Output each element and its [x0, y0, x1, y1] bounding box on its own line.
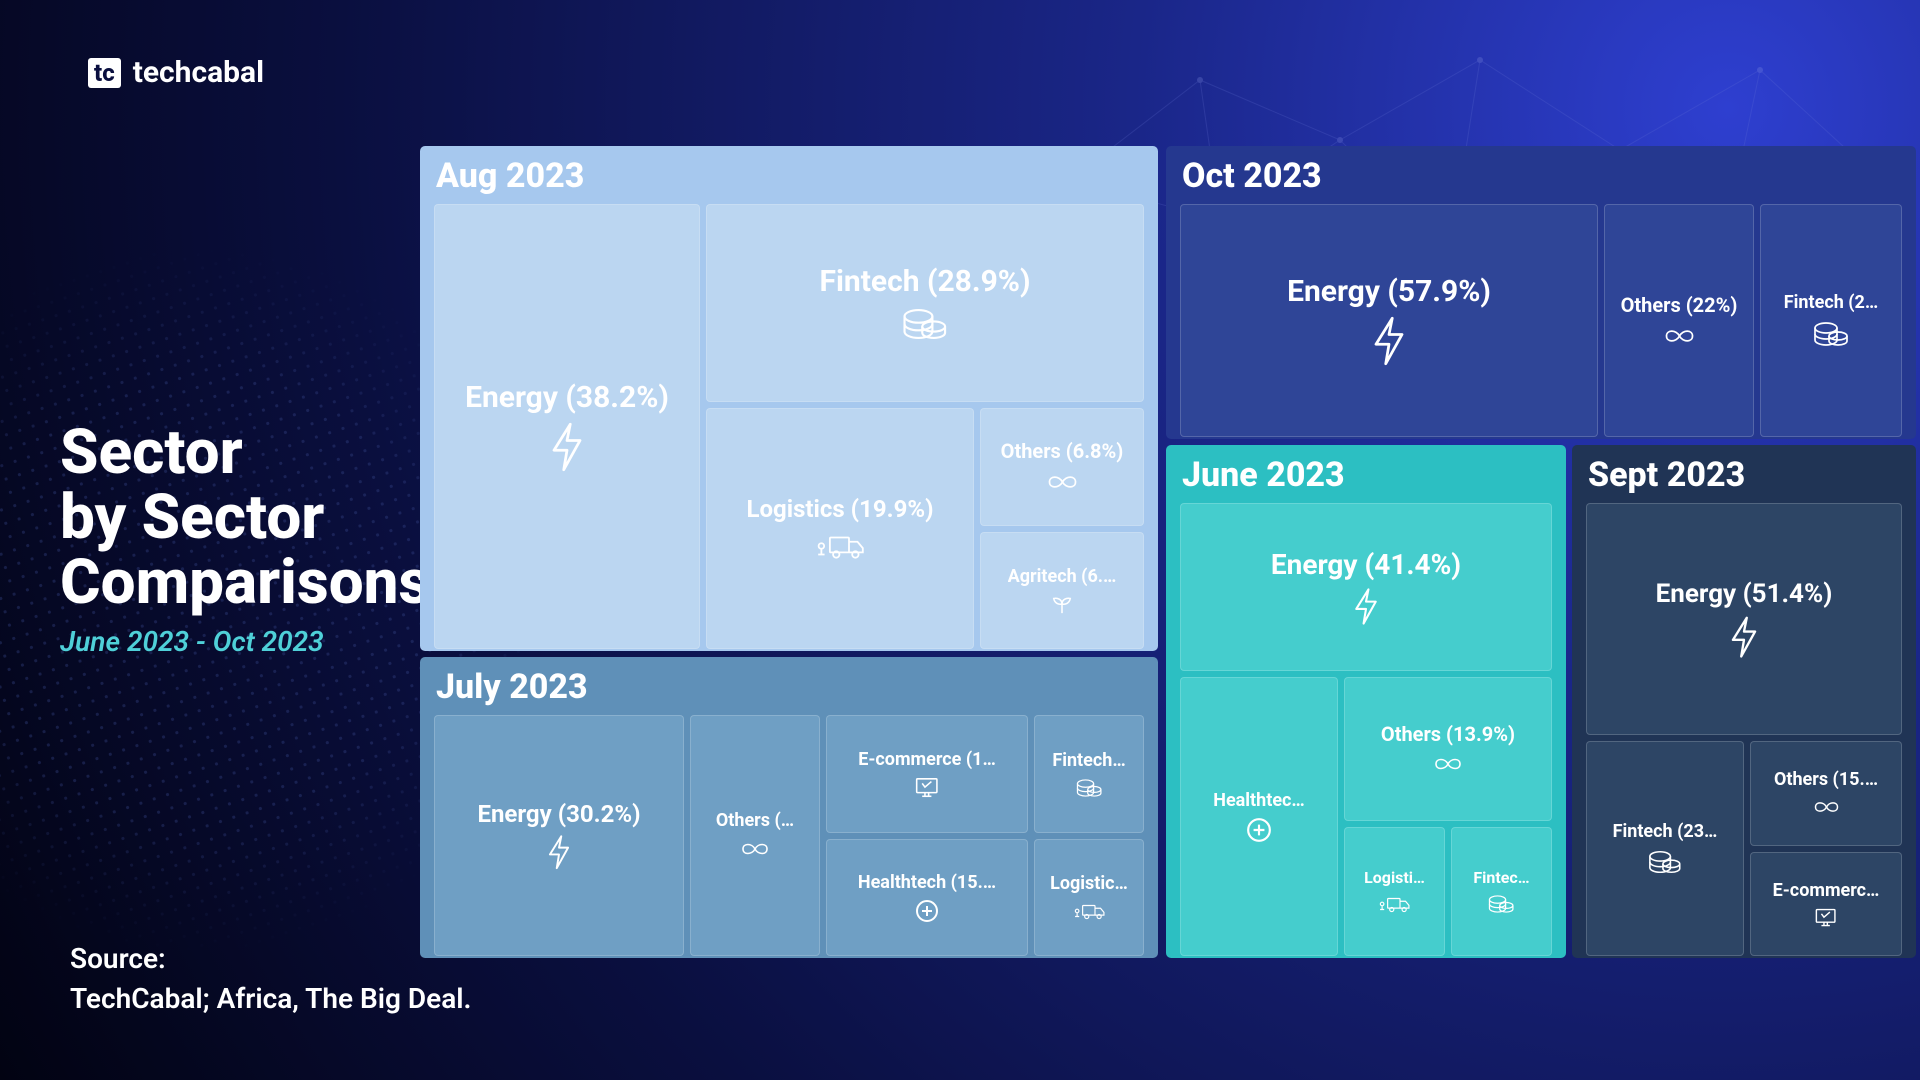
source-text: TechCabal; Africa, The Big Deal. [70, 979, 472, 1020]
tile-label: Energy (30.2%) [477, 800, 640, 828]
logo-text: techcabal [133, 55, 264, 90]
tile-label: Energy (41.4%) [1271, 548, 1461, 581]
tile-fintech: Fintech (2… [1760, 204, 1902, 437]
treemap-chart: Aug 2023 Energy (38.2%) Fintech (28.9%) Log… [420, 146, 1916, 958]
tile-others: Others (… [690, 715, 820, 956]
tile-healthtech: Healthtec… [1180, 677, 1338, 956]
month-aug: Aug 2023 Energy (38.2%) Fintech (28.9%) Log… [420, 146, 1158, 651]
month-july: July 2023 Energy (30.2%) Others (… E-commer… [420, 657, 1158, 958]
tile-label: Others (6.8%) [1001, 439, 1124, 463]
tile-logistics: Logistics (19.9%) [706, 408, 974, 649]
month-title: July 2023 [436, 667, 1144, 707]
source-label: Source: [70, 939, 472, 980]
tile-others: Others (6.8%) [980, 408, 1144, 526]
tile-label: Logistic… [1050, 873, 1128, 894]
logistics-icon [1073, 900, 1106, 922]
tile-label: E-commerc… [1773, 880, 1880, 901]
month-title: Sept 2023 [1588, 455, 1902, 495]
tile-label: Logistics (19.9%) [746, 495, 933, 523]
tile-fintech: Fintec… [1451, 827, 1552, 956]
month-june: June 2023 Energy (41.4%) Healthtec… Others … [1166, 445, 1566, 958]
tile-label: Fintech (2… [1784, 292, 1878, 313]
tile-fintech: Fintech… [1034, 715, 1144, 833]
headline-line2: by Sector [60, 481, 324, 554]
tile-others: Others (15.… [1750, 741, 1902, 846]
fintech-icon [1488, 893, 1514, 915]
others-icon [737, 837, 773, 861]
tiles: Energy (57.9%) Others (22%) Fintech (2… [1180, 204, 1902, 425]
energy-icon [1351, 587, 1381, 626]
energy-icon [545, 834, 573, 870]
tiles: Energy (41.4%) Healthtec… Others (13.9%) Lo… [1180, 503, 1552, 944]
agritech-icon [1051, 593, 1073, 615]
others-icon [1043, 469, 1082, 495]
month-title: Oct 2023 [1182, 156, 1902, 196]
month-title: June 2023 [1182, 455, 1552, 495]
headline-line3: Comparisons [60, 546, 430, 619]
tile-label: Energy (38.2%) [465, 380, 669, 415]
others-icon [1430, 752, 1466, 776]
ecommerce-icon [913, 776, 941, 800]
tile-label: Energy (51.4%) [1656, 579, 1833, 609]
ecommerce-icon [1813, 907, 1838, 929]
tile-label: Fintech (28.9%) [820, 264, 1031, 299]
month-sept: Sept 2023 Energy (51.4%) Fintech (23… Other… [1572, 445, 1916, 958]
healthtech-icon [1246, 817, 1272, 843]
others-icon [1660, 323, 1699, 349]
tile-energy: Energy (38.2%) [434, 204, 700, 649]
tiles: Energy (30.2%) Others (… E-commerce (1… Hea… [434, 715, 1144, 944]
logo-icon: tc [88, 58, 121, 88]
energy-icon [1727, 615, 1761, 659]
headline-subtitle: June 2023 - Oct 2023 [60, 625, 430, 658]
tile-ecommerce: E-commerce (1… [826, 715, 1028, 833]
tile-label: Fintech (23… [1613, 821, 1718, 842]
tile-label: Logisti… [1364, 868, 1425, 887]
month-title: Aug 2023 [436, 156, 1144, 196]
tiles: Energy (38.2%) Fintech (28.9%) Logistics (… [434, 204, 1144, 637]
tile-logistics: Logisti… [1344, 827, 1445, 956]
month-oct: Oct 2023 Energy (57.9%) Others (22%) Fintec… [1166, 146, 1916, 439]
fintech-icon [1648, 848, 1682, 876]
headline-title: Sector by Sector Comparisons [60, 420, 430, 615]
tile-others: Others (22%) [1604, 204, 1754, 437]
healthtech-icon [915, 899, 939, 923]
tile-energy: Energy (30.2%) [434, 715, 684, 956]
tile-label: Agritech (6.… [1008, 566, 1117, 587]
tile-label: Healthtec… [1213, 790, 1305, 811]
fintech-icon [1813, 319, 1849, 349]
tile-fintech: Fintech (28.9%) [706, 204, 1144, 402]
fintech-icon [902, 305, 948, 343]
energy-icon [1369, 315, 1409, 367]
tile-energy: Energy (41.4%) [1180, 503, 1552, 671]
tile-label: Others (… [716, 810, 794, 831]
tile-fintech: Fintech (23… [1586, 741, 1744, 956]
others-icon [1810, 796, 1843, 818]
tile-label: Healthtech (15.… [858, 872, 996, 893]
headline-line1: Sector [60, 416, 243, 489]
tile-healthtech: Healthtech (15.… [826, 839, 1028, 956]
tile-label: Fintech… [1052, 750, 1125, 771]
tile-energy: Energy (51.4%) [1586, 503, 1902, 735]
tile-label: Energy (57.9%) [1287, 274, 1491, 309]
tile-label: E-commerce (1… [858, 749, 996, 770]
source-block: Source: TechCabal; Africa, The Big Deal. [70, 939, 472, 1020]
fintech-icon [1076, 777, 1102, 799]
tile-label: Others (13.9%) [1381, 722, 1515, 746]
energy-icon [547, 421, 587, 473]
tiles: Energy (51.4%) Fintech (23… Others (15.… E-… [1586, 503, 1902, 944]
tile-energy: Energy (57.9%) [1180, 204, 1598, 437]
tile-label: Others (15.… [1774, 769, 1878, 790]
brand-logo: tc techcabal [88, 55, 264, 90]
tile-agritech: Agritech (6.… [980, 532, 1144, 649]
tile-others: Others (13.9%) [1344, 677, 1552, 821]
tile-label: Others (22%) [1621, 293, 1738, 317]
logistics-icon [1378, 893, 1411, 915]
headline: Sector by Sector Comparisons June 2023 -… [60, 420, 430, 658]
tile-label: Fintec… [1473, 868, 1529, 887]
tile-logistics: Logistic… [1034, 839, 1144, 956]
logistics-icon [815, 529, 866, 563]
tile-ecommerce: E-commerc… [1750, 852, 1902, 956]
